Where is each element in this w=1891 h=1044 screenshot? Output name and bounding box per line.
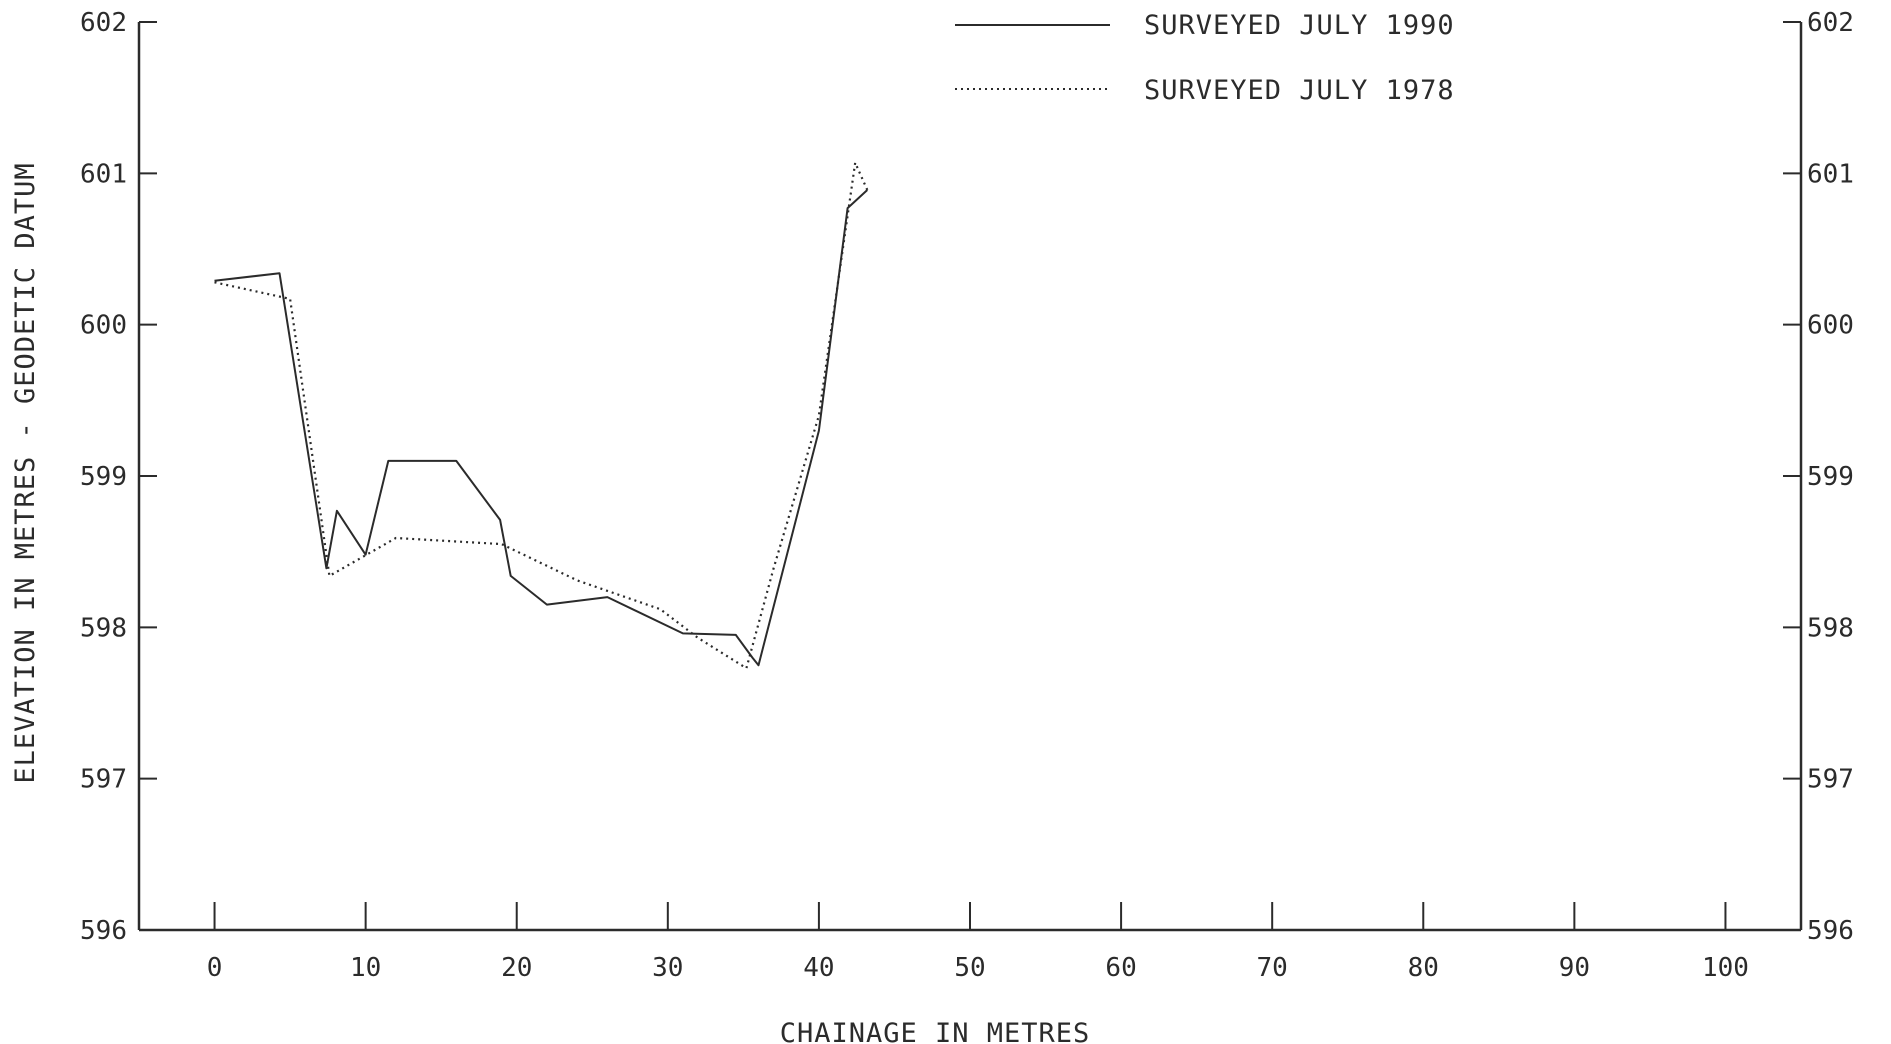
x-tick-label: 30 <box>652 953 683 983</box>
y-tick-label-right: 597 <box>1807 765 1854 795</box>
y-ticks-left: 596 597 598 599 600 601 602 <box>80 8 157 946</box>
x-ticks: 0 10 20 30 40 50 60 70 80 90 100 <box>207 902 1749 983</box>
y-tick-label-right: 599 <box>1807 462 1854 492</box>
y-tick-label-left: 601 <box>80 159 127 189</box>
y-tick-label-right: 601 <box>1807 159 1854 189</box>
x-tick-label: 50 <box>954 953 985 983</box>
y-tick-label-left: 599 <box>80 462 127 492</box>
y-tick-label-right: 602 <box>1807 8 1854 38</box>
x-tick-label: 40 <box>803 953 834 983</box>
x-tick-label: 60 <box>1105 953 1136 983</box>
x-tick-label: 80 <box>1408 953 1439 983</box>
legend: SURVEYED JULY 1990 SURVEYED JULY 1978 <box>955 10 1455 106</box>
y-tick-label-right: 598 <box>1807 613 1854 643</box>
x-tick-label: 0 <box>207 953 223 983</box>
y-ticks-right: 596 597 598 599 600 601 602 <box>1783 8 1854 946</box>
series-group <box>214 161 869 670</box>
legend-label-1990: SURVEYED JULY 1990 <box>1144 10 1455 41</box>
y-tick-label-right: 600 <box>1807 311 1854 341</box>
x-tick-label: 100 <box>1702 953 1749 983</box>
x-tick-label: 70 <box>1257 953 1288 983</box>
y-tick-label-left: 596 <box>80 916 127 946</box>
legend-label-1978: SURVEYED JULY 1978 <box>1144 75 1455 106</box>
x-tick-label: 10 <box>350 953 381 983</box>
series-line-1990 <box>214 189 868 667</box>
y-tick-label-right: 596 <box>1807 916 1854 946</box>
series-line-1978 <box>214 161 869 670</box>
x-tick-label: 20 <box>501 953 532 983</box>
y-tick-label-left: 602 <box>80 8 127 38</box>
y-tick-label-left: 598 <box>80 613 127 643</box>
plot-frame <box>137 22 1803 932</box>
y-axis-title: ELEVATION IN METRES - GEODETIC DATUM <box>10 162 41 783</box>
y-tick-label-left: 600 <box>80 311 127 341</box>
x-tick-label: 90 <box>1559 953 1590 983</box>
y-tick-label-left: 597 <box>80 765 127 795</box>
x-axis-title: CHAINAGE IN METRES <box>780 1018 1091 1044</box>
